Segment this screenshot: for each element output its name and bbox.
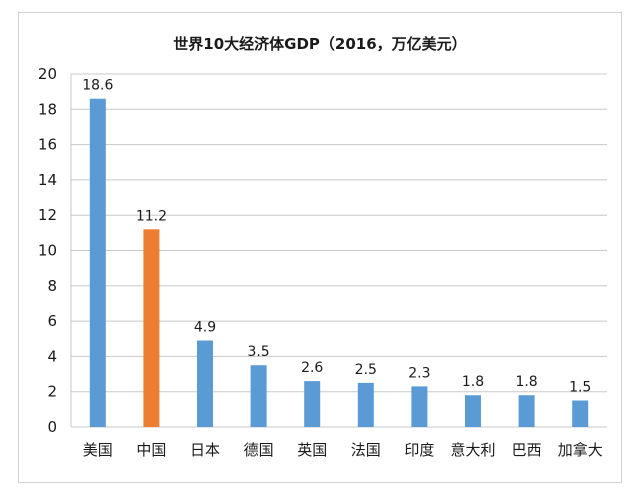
x-category-label: 美国 bbox=[83, 441, 113, 459]
data-labels: 18.6 11.2 4.9 3.5 2.6 2.5 2.3 1.8 1.8 1.5 bbox=[82, 78, 591, 396]
data-label: 1.8 bbox=[462, 374, 484, 390]
grid-lines bbox=[70, 73, 607, 428]
y-tick-label: 4 bbox=[47, 347, 57, 365]
data-label: 18.6 bbox=[82, 78, 113, 94]
y-axis-ticks: 0 2 4 6 8 10 12 14 16 18 20 bbox=[38, 65, 57, 436]
data-label: 2.6 bbox=[301, 360, 323, 376]
y-tick-label: 6 bbox=[47, 312, 57, 330]
data-label: 2.3 bbox=[408, 365, 430, 381]
bar-chart: 世界10大经济体GDP（2016，万亿美元） 0 2 4 6 8 10 12 14 16 18 20… bbox=[38, 35, 607, 459]
y-tick-label: 20 bbox=[38, 65, 57, 83]
x-category-label: 巴西 bbox=[512, 441, 542, 459]
x-category-label: 印度 bbox=[404, 441, 434, 459]
bars bbox=[89, 98, 589, 428]
chart-frame: 世界10大经济体GDP（2016，万亿美元） 0 2 4 6 8 10 12 14 16 18 20… bbox=[18, 12, 622, 483]
x-category-label: 意大利 bbox=[450, 441, 495, 459]
data-label: 1.8 bbox=[515, 374, 537, 390]
x-category-label: 加拿大 bbox=[558, 441, 603, 459]
y-tick-label: 8 bbox=[47, 277, 57, 295]
x-category-label: 法国 bbox=[351, 441, 381, 459]
x-category-label: 中国 bbox=[136, 441, 166, 459]
bar-4 bbox=[304, 381, 321, 427]
bar-2 bbox=[197, 340, 213, 427]
y-tick-label: 18 bbox=[38, 100, 57, 118]
bar-6 bbox=[411, 386, 428, 427]
bar-5 bbox=[357, 382, 374, 427]
y-tick-label: 10 bbox=[38, 242, 57, 260]
x-category-label: 英国 bbox=[297, 441, 327, 459]
bar-0 bbox=[89, 98, 106, 428]
x-category-label: 德国 bbox=[244, 441, 274, 459]
y-tick-label: 14 bbox=[38, 171, 57, 189]
x-axis-categories: 美国 中国 日本 德国 英国 法国 印度 意大利 巴西 加拿大 bbox=[83, 441, 603, 459]
bar-9 bbox=[572, 400, 589, 427]
data-label: 2.5 bbox=[355, 362, 377, 378]
x-category-label: 日本 bbox=[190, 441, 220, 459]
bar-7 bbox=[465, 395, 481, 427]
bar-1 bbox=[143, 229, 160, 427]
y-tick-label: 2 bbox=[47, 383, 57, 401]
bar-3 bbox=[250, 365, 267, 427]
y-tick-label: 16 bbox=[38, 136, 57, 154]
data-label: 4.9 bbox=[194, 320, 216, 336]
data-label: 11.2 bbox=[136, 208, 167, 224]
data-label: 1.5 bbox=[569, 380, 591, 396]
y-tick-label: 12 bbox=[38, 206, 57, 224]
chart-title: 世界10大经济体GDP（2016，万亿美元） bbox=[173, 35, 466, 53]
data-label: 3.5 bbox=[247, 344, 269, 360]
bar-8 bbox=[518, 395, 535, 427]
y-tick-label: 0 bbox=[47, 418, 57, 436]
